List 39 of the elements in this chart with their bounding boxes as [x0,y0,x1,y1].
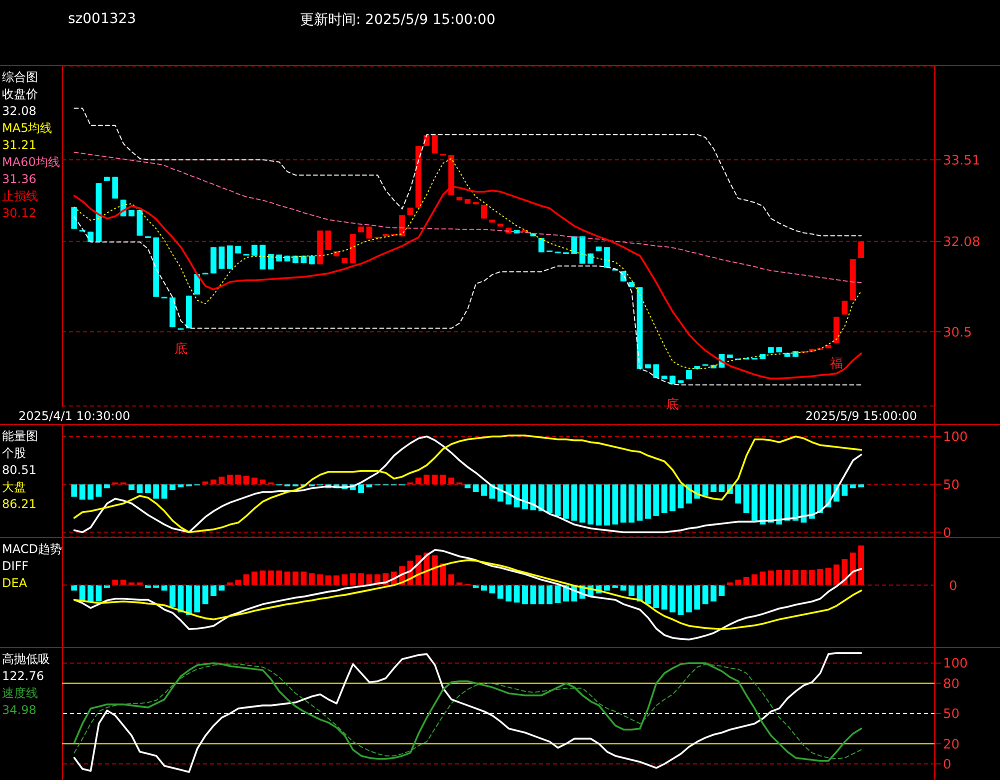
text: 大盘 [2,479,27,496]
text: 31.36 [2,171,38,188]
chart-title: MACD趋势 [2,541,62,558]
annotation: 底 [666,398,680,413]
y-tick-label: 50 [943,478,960,493]
text: 30.12 [2,205,38,222]
x-tick-label: 2025/4/1 10:30:00 [18,409,130,423]
text: 止损线 [2,188,39,205]
y-tick-label: 0 [943,757,952,772]
y-tick-label: 20 [943,737,960,752]
chart-title: 能量图 [2,428,38,445]
text: 80.51 [2,462,38,479]
text: 高抛低吸 [2,651,50,668]
text: MA5均线 [2,120,54,137]
y-tick-label: 30.5 [943,325,972,340]
text: 收盘价 [2,86,39,103]
text: 31.21 [2,137,38,154]
text: 86.21 [2,496,38,513]
chart-subtitle: sz001323 [68,11,136,27]
x-tick-label: 2025/5/9 15:00:00 [805,409,918,423]
annotation: 福 [830,356,844,372]
chart-title: 综合图 [2,69,39,86]
y-tick-label: 33.51 [943,153,980,168]
text: 32.08 [2,103,38,120]
y-tick-label: 80 [943,676,960,692]
text: DEA [2,575,28,592]
y-tick-label: 0 [943,526,952,541]
text: 34.98 [2,702,38,719]
annotation: 底 [174,342,188,358]
text: 个股 [2,445,27,462]
series-label: MA60均线 [2,154,60,171]
y-tick-label: 50 [943,707,960,722]
y-tick-label: 100 [943,656,968,672]
text: 速度线 [2,685,39,702]
text: 更新时间: 2025/5/9 15:00:00 [300,11,496,29]
y-tick-label: 100 [943,430,968,446]
y-tick-label: 32.08 [943,235,980,250]
text: DIFF [2,558,30,575]
text: 122.76 [2,668,45,685]
